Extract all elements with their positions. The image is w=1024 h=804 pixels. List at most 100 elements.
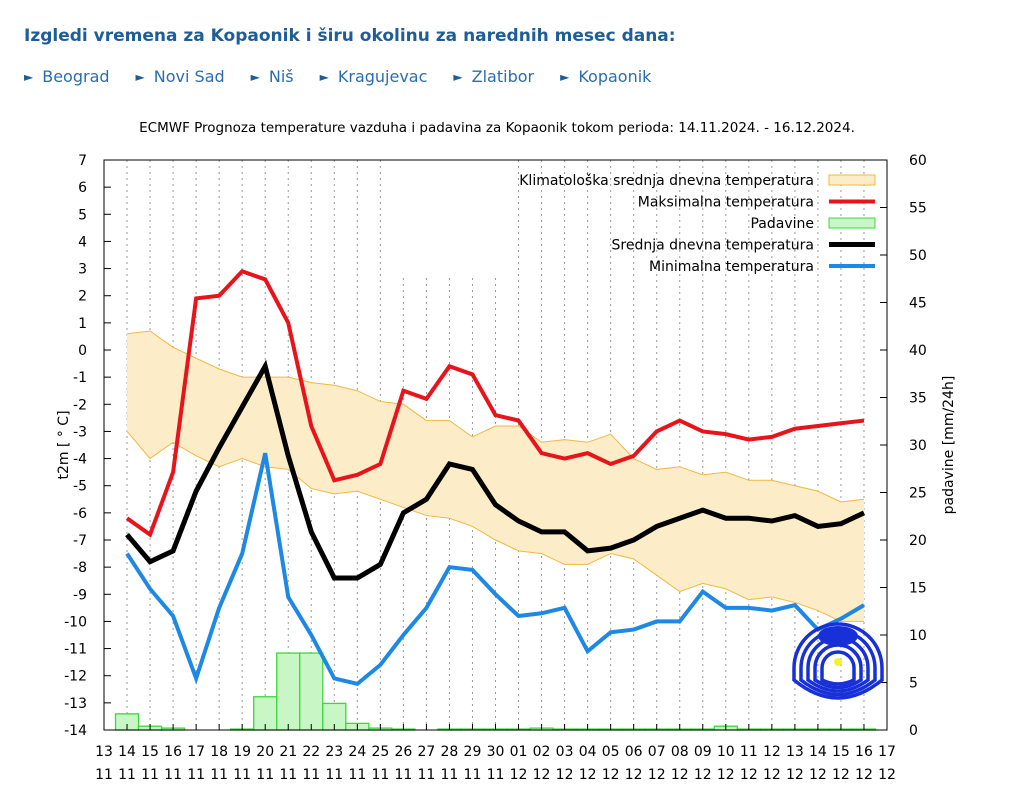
y2-tick-label: 5 [909, 676, 918, 692]
x-tick-day: 15 [832, 744, 850, 760]
mean-temp-line [125, 359, 866, 581]
logo-arc [806, 636, 870, 693]
play-arrow-icon: ► [250, 69, 260, 84]
x-tick-day: 25 [371, 744, 389, 760]
x-tick-month: 12 [533, 767, 551, 783]
y2-tick-label: 60 [909, 153, 927, 169]
logo-arc [792, 622, 884, 700]
x-tick-day: 14 [118, 744, 136, 760]
nav-link-novi-sad[interactable]: ► Novi Sad [136, 67, 225, 86]
x-tick-day: 22 [302, 744, 320, 760]
logo-arc [799, 629, 877, 697]
x-tick-day: 07 [648, 744, 666, 760]
x-tick-month: 12 [832, 767, 850, 783]
nav-link-kopaonik[interactable]: ► Kopaonik [560, 67, 651, 86]
play-arrow-icon: ► [560, 69, 570, 84]
y-tick-label: 1 [78, 316, 87, 332]
x-tick-month: 11 [233, 767, 251, 783]
y2-tick-label: 35 [909, 391, 927, 407]
x-tick-month: 12 [740, 767, 758, 783]
nav-link-beograd[interactable]: ► Beograd [24, 67, 110, 86]
precip-bar [276, 652, 301, 731]
rhmz-logo-icon [792, 622, 884, 700]
x-tick-day: 16 [164, 744, 182, 760]
x-tick-month: 11 [417, 767, 435, 783]
play-arrow-icon: ► [24, 69, 34, 84]
page-title: Izgledi vremena za Kopaonik i širu okoli… [24, 26, 676, 46]
nav-link-niš[interactable]: ► Niš [251, 67, 294, 86]
x-tick-month: 12 [625, 767, 643, 783]
y2-tick-label: 30 [909, 438, 927, 454]
y-tick-label: -11 [64, 642, 87, 658]
min-temp-line [125, 452, 865, 687]
climatology-lower-line [126, 431, 864, 622]
x-tick-day: 26 [394, 744, 412, 760]
nav-link-label: Kragujevac [337, 67, 428, 86]
x-tick-day: 06 [625, 744, 643, 760]
y2-tick-label: 50 [909, 248, 927, 264]
play-arrow-icon: ► [319, 69, 329, 84]
x-tick-month: 12 [694, 767, 712, 783]
y2-tick-label: 0 [909, 723, 918, 739]
nav-link-zlatibor[interactable]: ► Zlatibor [453, 67, 534, 86]
x-tick-month: 11 [302, 767, 320, 783]
y-tick-label: -13 [64, 696, 87, 712]
x-tick-month: 11 [325, 767, 343, 783]
y-tick-label: -9 [73, 587, 87, 603]
climatology-upper-line [126, 330, 865, 503]
y-tick-label: -8 [73, 560, 87, 576]
x-tick-month: 12 [786, 767, 804, 783]
x-tick-day: 14 [809, 744, 827, 760]
x-tick-day: 11 [740, 744, 758, 760]
x-tick-month: 12 [671, 767, 689, 783]
x-tick-month: 12 [602, 767, 620, 783]
x-tick-month: 11 [441, 767, 459, 783]
y-tick-label: 3 [78, 262, 87, 278]
x-tick-day: 21 [279, 744, 297, 760]
x-tick-month: 12 [809, 767, 827, 783]
y2-tick-label: 20 [909, 533, 927, 549]
legend-mean-label: Srednja dnevna temperatura [612, 238, 814, 254]
x-tick-month: 11 [210, 767, 228, 783]
x-tick-day: 08 [671, 744, 689, 760]
x-tick-day: 18 [210, 744, 228, 760]
x-tick-day: 28 [441, 744, 459, 760]
x-tick-month: 12 [510, 767, 528, 783]
legend-max-label: Maksimalna temperatura [638, 195, 814, 211]
y-tick-label: 0 [78, 343, 87, 359]
x-tick-day: 12 [763, 744, 781, 760]
y-tick-label: 6 [78, 180, 87, 196]
x-tick-month: 11 [279, 767, 297, 783]
y-tick-label: -3 [73, 424, 87, 440]
x-tick-month: 12 [648, 767, 666, 783]
logo-sun [834, 658, 842, 666]
nav-link-label: Beograd [42, 67, 110, 86]
y-tick-label: -6 [73, 506, 87, 522]
x-tick-day: 10 [717, 744, 735, 760]
x-tick-day: 17 [187, 744, 205, 760]
x-tick-day: 13 [786, 744, 804, 760]
x-tick-month: 12 [556, 767, 574, 783]
x-tick-month: 11 [141, 767, 159, 783]
x-tick-day: 19 [233, 744, 251, 760]
x-tick-month: 11 [394, 767, 412, 783]
x-tick-day: 05 [602, 744, 620, 760]
x-tick-day: 01 [510, 744, 528, 760]
y2-tick-label: 40 [909, 343, 927, 359]
chart-title: ECMWF Prognoza temperature vazduha i pad… [139, 120, 855, 136]
x-tick-day: 24 [348, 744, 366, 760]
nav-link-kragujevac[interactable]: ► Kragujevac [320, 67, 428, 86]
x-tick-month: 12 [763, 767, 781, 783]
city-nav: ► Beograd ► Novi Sad ► Niš ► Kragujevac ► Zlatibo… [24, 67, 677, 86]
x-tick-day: 02 [533, 744, 551, 760]
x-tick-month: 12 [579, 767, 597, 783]
x-tick-day: 15 [141, 744, 159, 760]
y2-tick-label: 55 [909, 201, 927, 217]
y-tick-label: 5 [78, 207, 87, 223]
y-axis-label: t2m [ ° C] [56, 410, 72, 479]
x-tick-month: 11 [187, 767, 205, 783]
y2-tick-label: 10 [909, 628, 927, 644]
x-tick-month: 11 [164, 767, 182, 783]
x-tick-day: 30 [487, 744, 505, 760]
x-tick-day: 09 [694, 744, 712, 760]
